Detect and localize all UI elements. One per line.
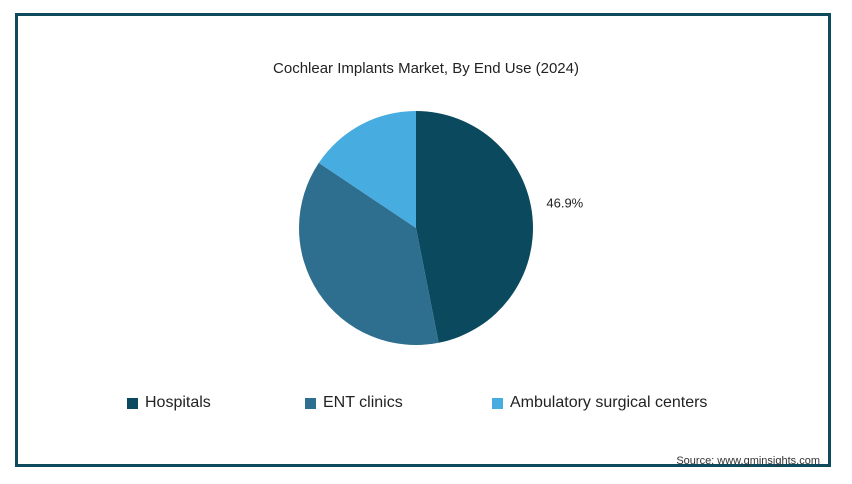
legend-item-ambulatory-surgical-centers: Ambulatory surgical centers: [492, 394, 707, 412]
chart-title: Cochlear Implants Market, By End Use (20…: [273, 60, 579, 77]
legend-item-hospitals: Hospitals: [127, 394, 211, 412]
legend-item-ent-clinics: ENT clinics: [305, 394, 403, 412]
pie-slice-ent-clinics: [298, 162, 439, 345]
legend-label-hospitals: Hospitals: [145, 394, 211, 411]
source-note: Source: www.gminsights.com: [676, 455, 820, 467]
legend-swatch-hospitals: [127, 397, 138, 409]
pie-slice-hospitals: [416, 111, 534, 343]
legend-swatch-ambulatory-surgical-centers: [492, 397, 503, 409]
legend-label-ent-clinics: ENT clinics: [323, 394, 403, 411]
legend-label-ambulatory-surgical-centers: Ambulatory surgical centers: [510, 394, 708, 411]
data-label-hospitals: 46.9%: [546, 195, 583, 210]
legend: Hospitals ENT clinics Ambulatory surgica…: [0, 394, 852, 418]
legend-swatch-ent-clinics: [305, 397, 316, 409]
pie-slice-ambulatory-surgical-centers: [318, 111, 416, 228]
